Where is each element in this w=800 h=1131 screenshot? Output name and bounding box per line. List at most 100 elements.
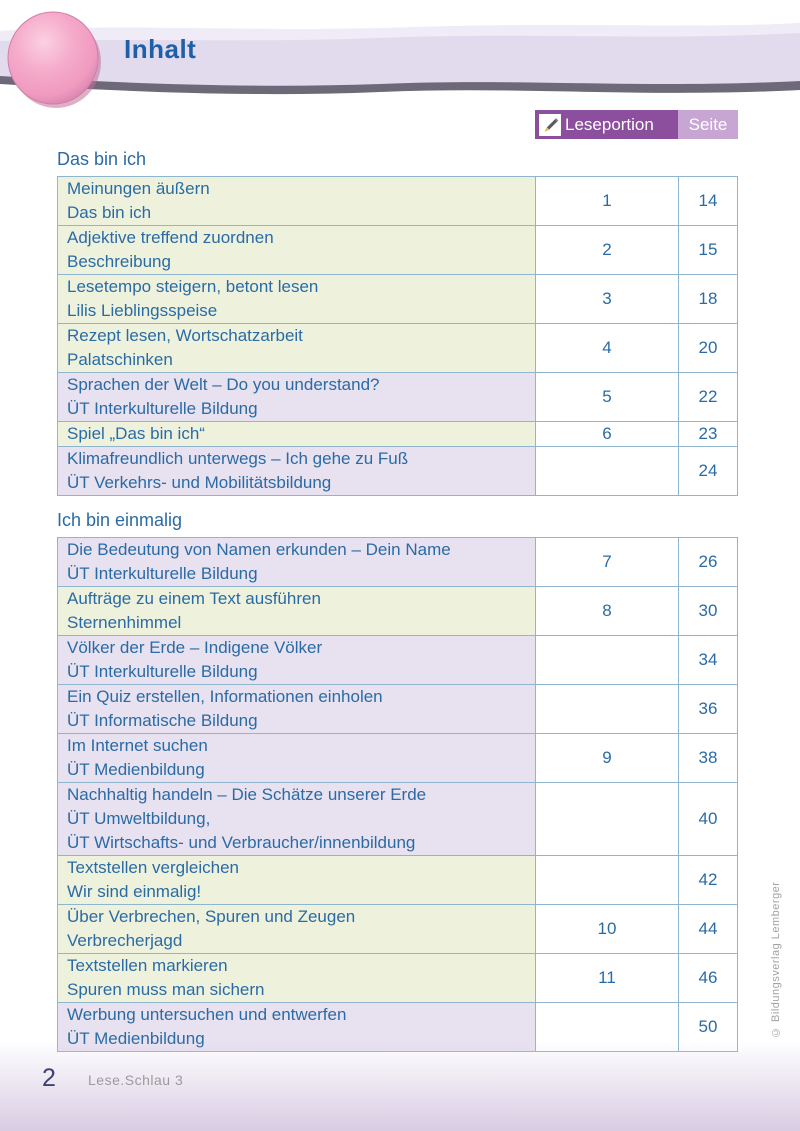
row-title-cell: Völker der Erde – Indigene Völker ÜT Inte… xyxy=(58,636,535,684)
row-seite-cell: 34 xyxy=(678,636,737,684)
toc-row: Aufträge zu einem Text ausführen Sternenh… xyxy=(58,586,737,635)
row-title-line: Völker der Erde – Indigene Völker xyxy=(67,638,323,657)
row-title-line: ÜT Verkehrs- und Mobilitätsbildung xyxy=(67,473,332,492)
toc-section: Das bin ich Meinungen äußern Das bin ich … xyxy=(57,148,738,496)
row-seite-cell: 42 xyxy=(678,856,737,904)
seite-column-header: Seite xyxy=(678,110,738,139)
toc-row: Ein Quiz erstellen, Informationen einhol… xyxy=(58,684,737,733)
row-leseportion-cell xyxy=(535,783,678,855)
toc-row: Die Bedeutung von Namen erkunden – Dein … xyxy=(58,538,737,586)
row-title-line: Beschreibung xyxy=(67,252,171,271)
row-title-cell: Aufträge zu einem Text ausführen Sternenh… xyxy=(58,587,535,635)
row-leseportion-cell: 7 xyxy=(535,538,678,586)
section-heading: Ich bin einmalig xyxy=(57,510,183,530)
toc-row: Über Verbrechen, Spuren und Zeugen Verbre… xyxy=(58,904,737,953)
page-footer: 2 Lese.Schlau 3 xyxy=(0,1040,800,1131)
row-title-line: ÜT Medienbildung xyxy=(67,760,205,779)
book-title: Lese.Schlau 3 xyxy=(88,1072,184,1088)
toc-table: Die Bedeutung von Namen erkunden – Dein … xyxy=(57,537,738,1052)
copyright-notice: © Bildungsverlag Lemberger xyxy=(770,881,782,1038)
row-title-line: Im Internet suchen xyxy=(67,736,208,755)
row-title-line: Verbrecherjagd xyxy=(67,931,183,950)
row-title-cell: Meinungen äußern Das bin ich xyxy=(58,177,535,225)
toc-row: Spiel „Das bin ich“ 6 23 xyxy=(58,421,737,446)
row-leseportion-cell: 3 xyxy=(535,275,678,323)
toc-row: Sprachen der Welt – Do you understand? ÜT… xyxy=(58,372,737,421)
ribbon-highlight xyxy=(0,23,800,41)
pencil-icon xyxy=(539,113,561,136)
row-title-line: Spiel „Das bin ich“ xyxy=(67,424,205,443)
row-seite-cell: 24 xyxy=(678,447,737,495)
toc-row: Adjektive treffend zuordnen Beschreibung … xyxy=(58,225,737,274)
row-leseportion-cell xyxy=(535,856,678,904)
page-title: Inhalt xyxy=(124,34,197,64)
row-title-cell: Rezept lesen, Wortschatzarbeit Palatschin… xyxy=(58,324,535,372)
row-title-cell: Klimafreundlich unterwegs – Ich gehe zu … xyxy=(58,447,535,495)
toc-row: Nachhaltig handeln – Die Schätze unserer… xyxy=(58,782,737,855)
row-title-line: Textstellen markieren xyxy=(67,956,228,975)
toc-row: Meinungen äußern Das bin ich 1 14 xyxy=(58,177,737,225)
row-title-line: Ein Quiz erstellen, Informationen einhol… xyxy=(67,687,383,706)
header-ribbon xyxy=(0,23,800,95)
row-title-cell: Lesetempo steigern, betont lesen Lilis Li… xyxy=(58,275,535,323)
row-title-line: Spuren muss man sichern xyxy=(67,980,265,999)
row-title-line: Das bin ich xyxy=(67,203,152,222)
row-title-line: Sprachen der Welt – Do you understand? xyxy=(67,375,380,394)
row-seite-cell: 40 xyxy=(678,783,737,855)
row-title-line: Nachhaltig handeln – Die Schätze unserer… xyxy=(67,785,427,804)
row-title-line: ÜT Interkulturelle Bildung xyxy=(67,399,258,418)
row-leseportion-cell xyxy=(535,685,678,733)
toc-row: Lesetempo steigern, betont lesen Lilis Li… xyxy=(58,274,737,323)
toc-row: Völker der Erde – Indigene Völker ÜT Inte… xyxy=(58,635,737,684)
row-title-line: Textstellen vergleichen xyxy=(67,858,239,877)
row-title-line: Klimafreundlich unterwegs – Ich gehe zu … xyxy=(67,449,409,468)
row-seite-cell: 36 xyxy=(678,685,737,733)
row-title-cell: Nachhaltig handeln – Die Schätze unserer… xyxy=(58,783,535,855)
toc-row: Klimafreundlich unterwegs – Ich gehe zu … xyxy=(58,446,737,495)
row-title-line: Palatschinken xyxy=(67,350,173,369)
row-seite-cell: 22 xyxy=(678,373,737,421)
row-seite-cell: 20 xyxy=(678,324,737,372)
toc-row: Textstellen markieren Spuren muss man sic… xyxy=(58,953,737,1002)
row-leseportion-cell xyxy=(535,636,678,684)
toc-section: Ich bin einmalig Die Bedeutung von Namen… xyxy=(57,509,738,1052)
row-title-line: ÜT Interkulturelle Bildung xyxy=(67,564,258,583)
row-title-line: Lesetempo steigern, betont lesen xyxy=(67,277,319,296)
row-title-cell: Die Bedeutung von Namen erkunden – Dein … xyxy=(58,538,535,586)
row-title-line: Über Verbrechen, Spuren und Zeugen xyxy=(67,907,356,926)
row-title-line: ÜT Interkulturelle Bildung xyxy=(67,662,258,681)
row-leseportion-cell xyxy=(535,447,678,495)
toc-row: Im Internet suchen ÜT Medienbildung 9 38 xyxy=(58,733,737,782)
row-title-line: Rezept lesen, Wortschatzarbeit xyxy=(67,326,303,345)
row-leseportion-cell: 4 xyxy=(535,324,678,372)
row-title-line: ÜT Informatische Bildung xyxy=(67,711,258,730)
row-title-line: Werbung untersuchen und entwerfen xyxy=(67,1005,347,1024)
row-title-cell: Über Verbrechen, Spuren und Zeugen Verbre… xyxy=(58,905,535,953)
section-heading: Das bin ich xyxy=(57,149,147,169)
leseportion-label: Leseportion xyxy=(565,114,654,134)
row-seite-cell: 23 xyxy=(678,422,737,446)
row-leseportion-cell: 6 xyxy=(535,422,678,446)
row-title-line: Wir sind einmalig! xyxy=(67,882,202,901)
row-title-line: Sternenhimmel xyxy=(67,613,182,632)
row-title-line: Aufträge zu einem Text ausführen xyxy=(67,589,321,608)
row-title-cell: Adjektive treffend zuordnen Beschreibung xyxy=(58,226,535,274)
row-leseportion-cell: 9 xyxy=(535,734,678,782)
row-seite-cell: 30 xyxy=(678,587,737,635)
toc-row: Textstellen vergleichen Wir sind einmalig… xyxy=(58,855,737,904)
row-title-line: Lilis Lieblingsspeise xyxy=(67,301,218,320)
row-title-line: Meinungen äußern xyxy=(67,179,210,198)
table-column-header: Leseportion Seite xyxy=(535,110,738,139)
row-title-cell: Im Internet suchen ÜT Medienbildung xyxy=(58,734,535,782)
row-leseportion-cell: 2 xyxy=(535,226,678,274)
row-title-cell: Textstellen markieren Spuren muss man sic… xyxy=(58,954,535,1002)
row-title-cell: Ein Quiz erstellen, Informationen einhol… xyxy=(58,685,535,733)
row-seite-cell: 38 xyxy=(678,734,737,782)
row-title-cell: Textstellen vergleichen Wir sind einmalig… xyxy=(58,856,535,904)
toc-row: Rezept lesen, Wortschatzarbeit Palatschin… xyxy=(58,323,737,372)
row-leseportion-cell: 5 xyxy=(535,373,678,421)
row-title-cell: Sprachen der Welt – Do you understand? ÜT… xyxy=(58,373,535,421)
row-title-line: ÜT Umweltbildung, xyxy=(67,809,211,828)
row-leseportion-cell: 1 xyxy=(535,177,678,225)
